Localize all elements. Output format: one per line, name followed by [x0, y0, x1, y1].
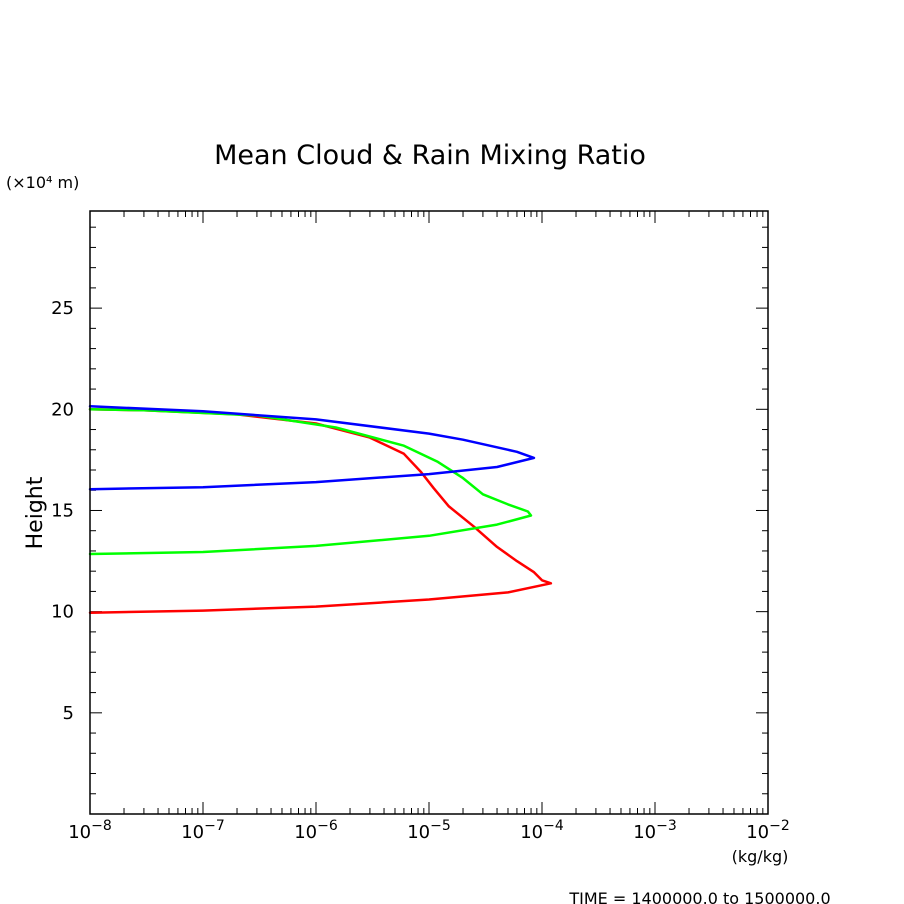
series-line-2	[88, 408, 533, 556]
y-tick-label: 10	[51, 602, 74, 623]
y-axis-label: Height	[23, 476, 48, 549]
x-unit-label: (kg/kg)	[732, 847, 789, 866]
x-tick-label: 10−5	[407, 818, 451, 843]
x-tick-label: 10−3	[633, 818, 677, 843]
axis-ticks	[89, 211, 769, 814]
footer-time-label: TIME = 1400000.0 to 1500000.0	[568, 889, 830, 904]
x-tick-label: 10−4	[520, 818, 564, 843]
series-line-3	[88, 405, 536, 491]
x-tick-label: 10−7	[181, 818, 225, 843]
chart-series	[88, 405, 553, 614]
y-unit-label: (×10⁴ m)	[6, 173, 79, 192]
axis-tick-labels: 10−8 10−7 10−6 10−5 10−4 10−3 10−2 5 10 15 20 25	[51, 298, 790, 843]
x-tick-label: 10−2	[746, 818, 790, 843]
y-tick-label: 20	[51, 399, 74, 420]
plot-frame	[89, 210, 769, 815]
x-tick-label: 10−6	[294, 818, 338, 843]
y-tick-label: 5	[63, 703, 74, 724]
x-tick-label: 10−8	[68, 818, 112, 843]
y-tick-label: 25	[51, 298, 74, 319]
chart-title: Mean Cloud & Rain Mixing Ratio	[214, 140, 646, 171]
y-tick-label: 15	[51, 500, 74, 521]
